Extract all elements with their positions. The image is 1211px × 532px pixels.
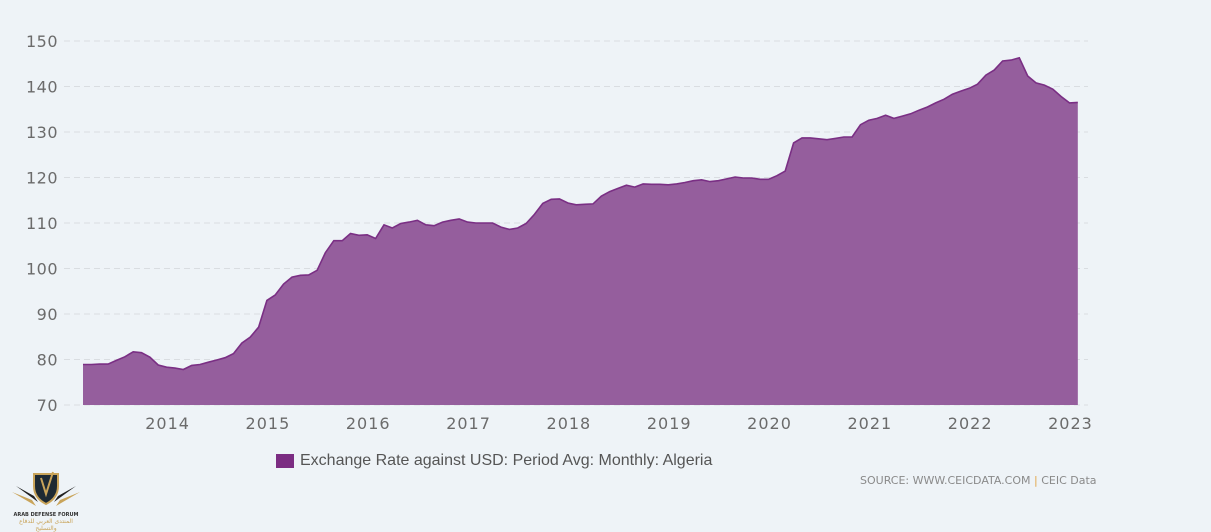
source-separator: | xyxy=(1034,474,1038,487)
watermark-logo: ARAB DEFENSE FORUM المنتدى العربي للدفاع… xyxy=(8,470,84,530)
legend-item[interactable]: Exchange Rate against USD: Period Avg: M… xyxy=(276,452,712,470)
shield-wings-icon xyxy=(8,470,84,510)
y-tick-label: 140 xyxy=(26,78,58,97)
x-axis: 2014 2015 2016 2017 2018 2019 2020 2021 2022 2023 xyxy=(145,414,1093,433)
y-axis: 70 80 90 100 110 120 130 140 150 xyxy=(26,32,58,415)
legend-swatch xyxy=(276,454,294,468)
x-tick-label: 2015 xyxy=(246,414,291,433)
x-tick-label: 2018 xyxy=(547,414,592,433)
x-tick-label: 2016 xyxy=(346,414,391,433)
source-text: SOURCE: WWW.CEICDATA.COM xyxy=(860,474,1031,487)
x-tick-label: 2019 xyxy=(647,414,692,433)
y-tick-label: 90 xyxy=(37,305,58,324)
x-tick-label: 2020 xyxy=(747,414,792,433)
y-tick-label: 130 xyxy=(26,123,58,142)
y-tick-label: 150 xyxy=(26,32,58,51)
y-tick-label: 110 xyxy=(26,214,58,233)
source-brand[interactable]: CEIC Data xyxy=(1041,474,1096,487)
y-tick-label: 120 xyxy=(26,169,58,188)
y-tick-label: 100 xyxy=(26,260,58,279)
legend-label: Exchange Rate against USD: Period Avg: M… xyxy=(300,452,712,470)
x-tick-label: 2021 xyxy=(847,414,892,433)
area-series xyxy=(83,58,1078,405)
y-tick-label: 80 xyxy=(37,351,58,370)
x-tick-label: 2014 xyxy=(145,414,190,433)
area-fill xyxy=(83,58,1078,405)
x-tick-label: 2017 xyxy=(446,414,491,433)
x-tick-label: 2022 xyxy=(948,414,993,433)
x-tick-label: 2023 xyxy=(1048,414,1093,433)
source-credit: SOURCE: WWW.CEICDATA.COM | CEIC Data xyxy=(860,474,1097,487)
y-tick-label: 70 xyxy=(37,396,58,415)
